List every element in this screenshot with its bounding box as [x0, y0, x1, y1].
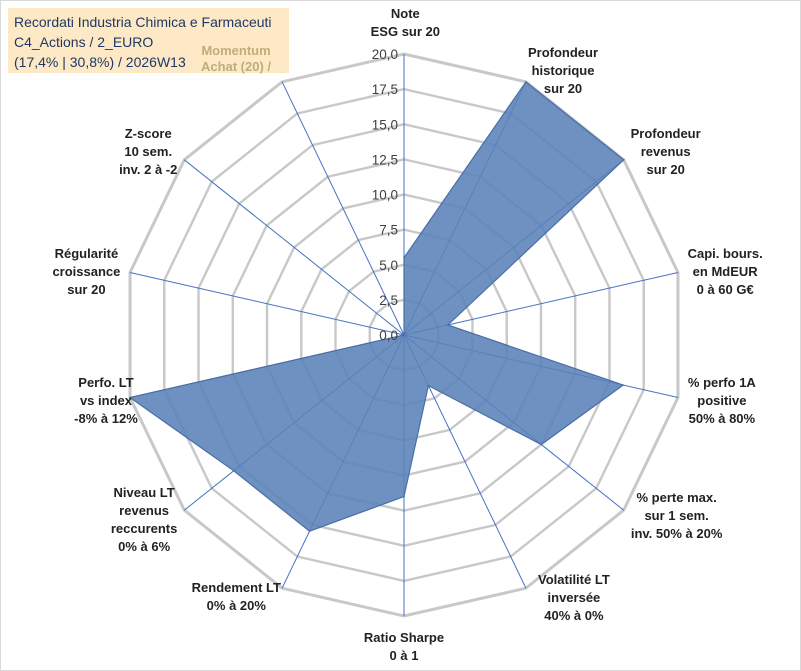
- axis-spoke: [403, 271, 679, 336]
- tick-label: 7,5: [379, 223, 398, 238]
- axis-label: Z-score 10 sem. inv. 2 à -2: [119, 126, 177, 177]
- axis-label: Volatilité LT inversée 40% à 0%: [538, 572, 610, 623]
- axis-label-line: inv. 2 à -2: [119, 162, 177, 177]
- axis-label-line: positive: [697, 393, 746, 408]
- axis-label-line: Volatilité LT: [538, 572, 610, 587]
- axis-label-line: Régularité: [55, 246, 119, 261]
- tick-label: 12,5: [372, 152, 398, 167]
- series-area: [128, 80, 625, 532]
- axis-label-line: Rendement LT: [192, 580, 281, 595]
- axis-spoke: [129, 271, 405, 336]
- data-point: [622, 158, 625, 161]
- axis-label-line: sur 1 sem.: [644, 508, 708, 523]
- momentum-line-1: Momentum: [201, 43, 271, 58]
- axis-label-line: 0% à 6%: [118, 539, 170, 554]
- data-point: [308, 530, 311, 533]
- axis-label-line: Profondeur: [528, 45, 598, 60]
- data-point: [129, 396, 131, 399]
- axis-label-line: Capi. bours.: [688, 246, 763, 261]
- axis-label-line: historique: [532, 63, 595, 78]
- axis-label-line: vs index: [80, 393, 133, 408]
- tick-label: 10,0: [372, 188, 398, 203]
- axis-label-line: 50% à 80%: [689, 411, 756, 426]
- data-point: [403, 334, 405, 336]
- tick-label: 20,0: [372, 47, 398, 62]
- tick-labels: 0,0 2,5 5,0 7,5 10,0 12,5 15,0 17,5 20,0: [372, 47, 398, 343]
- data-point: [540, 443, 543, 446]
- momentum-line-2: Achat (20) /: [200, 59, 272, 74]
- axis-label: Niveau LT revenus reccurents 0% à 6%: [111, 485, 177, 554]
- chart-title-box: Recordati Industria Chimica e Farmaceuti…: [8, 8, 289, 73]
- axis-label-line: 40% à 0%: [544, 608, 604, 623]
- axis-label-line: Niveau LT: [114, 485, 175, 500]
- axis-label: Profondeur revenus sur 20: [631, 126, 701, 177]
- tick-label: 15,0: [372, 117, 398, 132]
- data-point: [403, 256, 405, 259]
- axis-label-line: inv. 50% à 20%: [631, 526, 723, 541]
- axis-label: % perfo 1A positive 50% à 80%: [688, 375, 757, 426]
- tick-label: 2,5: [379, 293, 398, 308]
- axis-label-line: reccurents: [111, 521, 177, 536]
- company-name: Recordati Industria Chimica e Farmaceuti: [14, 14, 272, 30]
- data-point: [427, 384, 430, 387]
- axis-label: Ratio Sharpe 0 à 1: [364, 630, 444, 663]
- axis-label-line: 0% à 20%: [207, 598, 267, 613]
- axis-label-line: Note: [391, 6, 420, 21]
- axis-label-line: Perfo. LT: [78, 375, 133, 390]
- axis-label-momentum: Momentum Achat (20) /: [196, 43, 276, 75]
- category-line: C4_Actions / 2_EURO: [14, 34, 154, 50]
- axis-label-line: % perte max.: [637, 490, 717, 505]
- axis-label-line: -8% à 12%: [74, 411, 138, 426]
- axis-spoke: [281, 81, 405, 336]
- axis-label-line: croissance: [52, 264, 120, 279]
- axis-label-line: inversée: [548, 590, 601, 605]
- data-point: [232, 469, 235, 472]
- tick-label: 17,5: [372, 82, 398, 97]
- axis-label-line: sur 20: [544, 81, 582, 96]
- axis-label-line: Ratio Sharpe: [364, 630, 444, 645]
- data-point: [447, 324, 449, 326]
- tick-label: 5,0: [379, 258, 398, 273]
- axis-label-line: en MdEUR: [693, 264, 759, 279]
- axis-label-line: 0 à 1: [390, 648, 419, 663]
- axis-label: Profondeur historique sur 20: [528, 45, 598, 96]
- axis-spoke: [183, 159, 405, 336]
- axis-label-line: 10 sem.: [124, 144, 172, 159]
- data-point: [622, 384, 624, 386]
- series: [128, 80, 625, 533]
- axis-labels: Note ESG sur 20 Profondeur historique sur 20…: [52, 6, 762, 663]
- data-point: [525, 81, 527, 83]
- data-point: [403, 495, 405, 498]
- axis-label: % perte max. sur 1 sem. inv. 50% à 20%: [631, 490, 723, 541]
- axis-label-line: 0 à 60 G€: [697, 282, 754, 297]
- axis-label-line: Z-score: [125, 126, 172, 141]
- axis-label: Capi. bours. en MdEUR 0 à 60 G€: [688, 246, 763, 297]
- axis-label: Note ESG sur 20: [371, 6, 440, 39]
- axis-label-line: sur 20: [647, 162, 685, 177]
- tick-label: 0,0: [379, 328, 398, 343]
- axis-label: Régularité croissance sur 20: [52, 246, 120, 297]
- axis-label-line: % perfo 1A: [688, 375, 757, 390]
- axis-label-line: ESG sur 20: [371, 24, 440, 39]
- axis-label: Perfo. LT vs index -8% à 12%: [74, 375, 138, 426]
- axis-label-line: revenus: [119, 503, 169, 518]
- axis-label-line: Profondeur: [631, 126, 701, 141]
- stats-line: (17,4% | 30,8%) / 2026W13: [14, 54, 186, 70]
- axis-label: Rendement LT 0% à 20%: [192, 580, 281, 613]
- axis-label-line: sur 20: [67, 282, 105, 297]
- axis-label-line: revenus: [641, 144, 691, 159]
